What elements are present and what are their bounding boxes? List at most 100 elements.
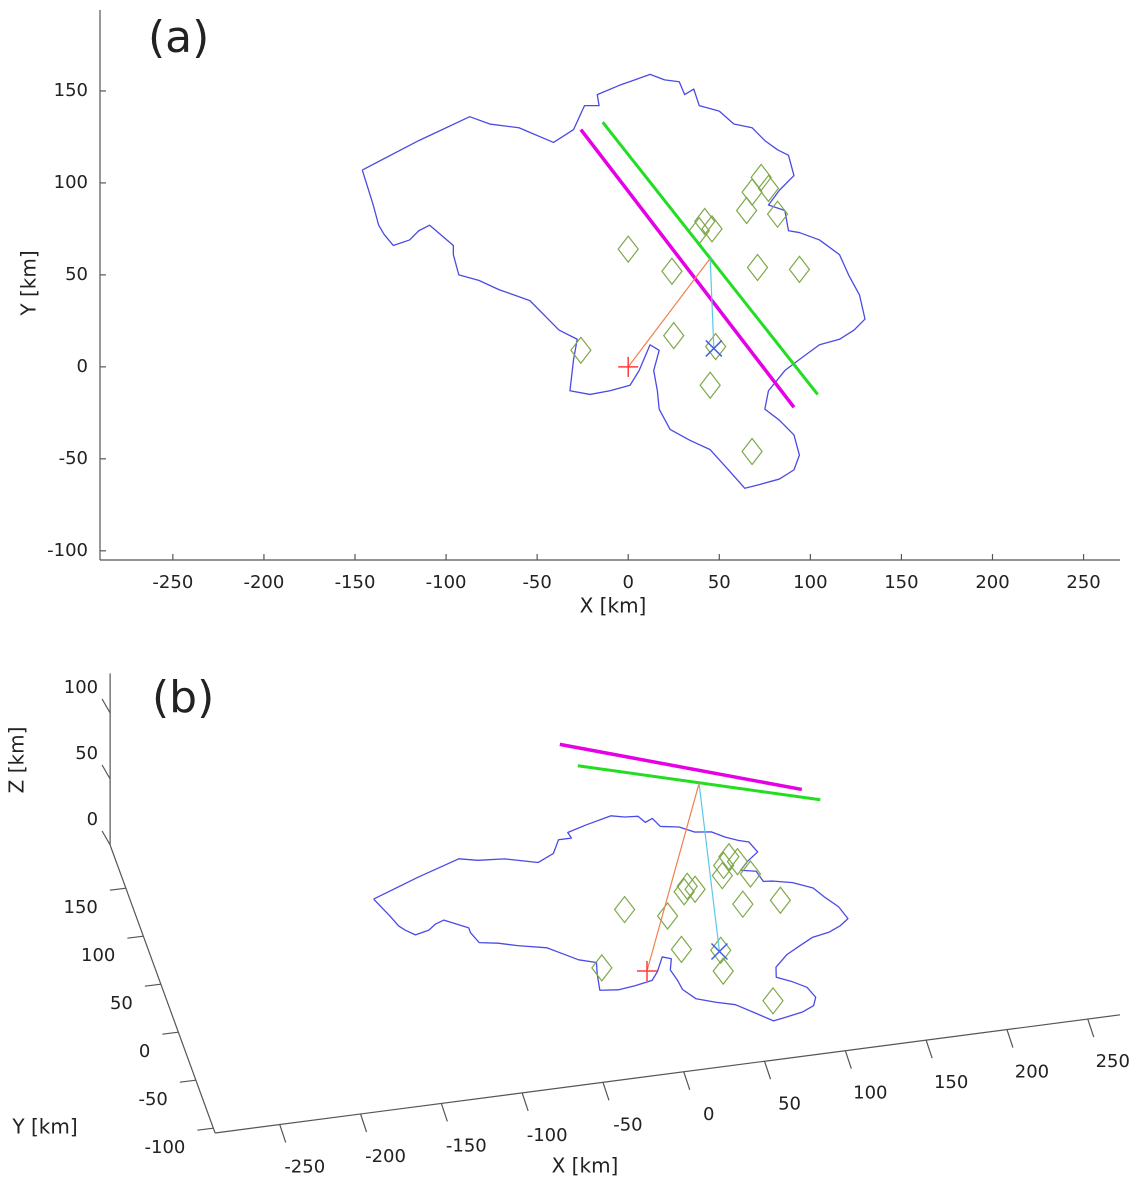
x-tick (602, 1082, 610, 1101)
line (627, 257, 711, 368)
y-axis-label: Y [km] (17, 250, 41, 316)
x-tick-label: 200 (975, 572, 1009, 593)
z-tick-label: 0 (87, 809, 98, 830)
y-tick-label: 150 (54, 80, 88, 101)
station-marker (684, 875, 706, 904)
outline (361, 73, 866, 489)
station-marker (661, 257, 683, 286)
station-marker (741, 437, 763, 466)
station-marker (699, 371, 721, 400)
x-tick-label: 0 (622, 572, 633, 593)
x-tick (925, 1039, 933, 1059)
y-tick (144, 983, 161, 987)
y-tick-label: 100 (81, 945, 115, 966)
y-tick-label: 100 (54, 172, 88, 193)
x-axis-label: X [km] (552, 1154, 619, 1178)
station-marker (712, 851, 735, 880)
y-tick-label: -50 (59, 448, 88, 469)
x-tick-label: -50 (613, 1114, 642, 1135)
station-marker (735, 196, 758, 225)
z-tick (101, 698, 111, 714)
x-tick (440, 1103, 448, 1122)
z-tick (101, 764, 111, 780)
station-marker (739, 860, 762, 889)
line (559, 742, 803, 792)
station-marker (750, 163, 772, 192)
station-marker (788, 255, 811, 284)
station-marker (704, 332, 727, 361)
line (698, 783, 721, 952)
panel-label: (a) (148, 12, 209, 63)
x-tick-label: 50 (778, 1093, 801, 1114)
station-marker (766, 200, 789, 229)
y-tick-label: 50 (65, 264, 88, 285)
x-tick-label: -200 (365, 1146, 406, 1167)
station-marker (662, 321, 685, 350)
x-tick-label: 150 (934, 1072, 968, 1093)
y-axis-label: Y [km] (11, 1115, 77, 1139)
station-marker (570, 336, 592, 365)
x-tick-label: 50 (708, 572, 731, 593)
x-tick-label: -100 (527, 1125, 568, 1146)
y-tick-label: 150 (64, 897, 98, 918)
line (709, 258, 715, 349)
y-tick (127, 935, 144, 939)
station-marker (711, 861, 734, 890)
line (646, 783, 700, 972)
z-tick-label: 100 (64, 677, 98, 698)
station-marker (613, 895, 636, 924)
y-tick-label: -50 (138, 1089, 167, 1110)
epicenter-marker (618, 356, 639, 377)
x-tick-label: -250 (284, 1157, 325, 1178)
y-tick-label: -100 (47, 540, 88, 561)
x-tick (1006, 1029, 1014, 1048)
station-marker (769, 886, 792, 915)
epicenter-marker (637, 961, 657, 981)
x-tick-label: 250 (1096, 1051, 1130, 1072)
x-tick (279, 1124, 287, 1143)
line (577, 764, 821, 802)
x-tick (359, 1113, 368, 1133)
station-marker (741, 178, 763, 207)
x-tick-label: -150 (446, 1135, 487, 1156)
x-tick-label: 0 (703, 1104, 714, 1125)
x-tick (844, 1050, 852, 1069)
y-tick (162, 1031, 179, 1035)
station-marker (746, 253, 769, 282)
y-tick-label: 0 (77, 356, 88, 377)
station-marker (732, 890, 754, 919)
station-marker (762, 986, 784, 1015)
station-marker (757, 174, 780, 203)
y-tick-label: 0 (139, 1041, 150, 1062)
x-tick (1087, 1018, 1095, 1038)
panel-label: (b) (152, 672, 214, 723)
x-tick-label: -50 (522, 572, 551, 593)
x-tick (683, 1071, 691, 1090)
station-marker (670, 935, 693, 964)
x-tick-label: -200 (243, 572, 284, 593)
y-tick-label: 50 (110, 993, 133, 1014)
z-tick-label: 50 (75, 743, 98, 764)
cross-marker (710, 942, 728, 961)
station-marker (712, 957, 734, 986)
station-marker (726, 847, 749, 876)
y-tick (179, 1079, 196, 1083)
station-marker (591, 953, 613, 982)
z-tick (101, 830, 111, 846)
x-tick-label: 100 (793, 572, 827, 593)
y-axis (109, 844, 216, 1134)
station-marker (718, 842, 740, 871)
y-tick (109, 887, 126, 891)
station-marker (701, 214, 723, 243)
line (579, 128, 796, 409)
x-tick (763, 1061, 772, 1080)
x-tick-label: 100 (853, 1083, 887, 1104)
x-tick-label: 200 (1015, 1062, 1049, 1083)
outline (373, 815, 849, 1022)
z-axis-label: Z [km] (5, 727, 29, 794)
x-tick-label: 250 (1066, 572, 1100, 593)
y-tick-label: -100 (145, 1137, 186, 1158)
station-marker (688, 216, 711, 245)
x-tick-label: -250 (152, 572, 193, 593)
